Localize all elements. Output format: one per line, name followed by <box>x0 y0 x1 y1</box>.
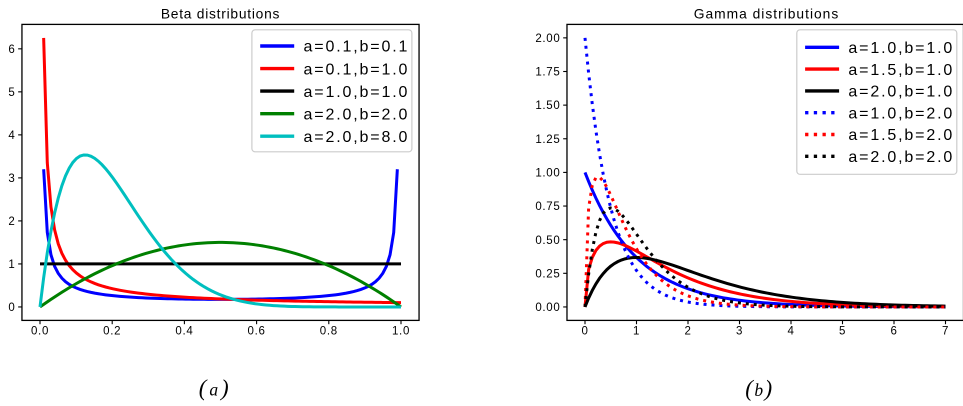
svg-text:4: 4 <box>787 326 794 338</box>
svg-text:5: 5 <box>839 326 846 338</box>
svg-text:6: 6 <box>890 326 897 338</box>
svg-text:2.00: 2.00 <box>535 33 560 45</box>
svg-text:4: 4 <box>8 130 15 142</box>
svg-text:a=1.0,b=1.0: a=1.0,b=1.0 <box>304 84 410 101</box>
svg-text:a=2.0,b=8.0: a=2.0,b=8.0 <box>304 129 410 146</box>
svg-text:0.0: 0.0 <box>31 326 49 338</box>
svg-text:0: 0 <box>8 302 15 314</box>
svg-text:3: 3 <box>8 173 15 185</box>
svg-text:0.8: 0.8 <box>320 326 338 338</box>
svg-text:1: 1 <box>633 326 640 338</box>
svg-text:2: 2 <box>8 216 15 228</box>
svg-text:Gamma distributions: Gamma distributions <box>694 7 840 22</box>
svg-text:a=2.0,b=1.0: a=2.0,b=1.0 <box>848 84 954 101</box>
svg-text:0.2: 0.2 <box>103 326 121 338</box>
svg-text:6: 6 <box>8 44 15 56</box>
svg-text:2: 2 <box>684 326 691 338</box>
svg-text:5: 5 <box>8 87 15 99</box>
svg-text:0: 0 <box>581 326 588 338</box>
svg-text:7: 7 <box>942 326 949 338</box>
svg-text:0.25: 0.25 <box>535 268 560 280</box>
svg-text:a=1.0,b=2.0: a=1.0,b=2.0 <box>848 105 954 122</box>
svg-text:1.25: 1.25 <box>535 134 560 146</box>
svg-text:a=2.0,b=2.0: a=2.0,b=2.0 <box>848 149 954 166</box>
svg-text:0.4: 0.4 <box>175 326 193 338</box>
svg-text:a=1.5,b=2.0: a=1.5,b=2.0 <box>848 127 954 144</box>
svg-text:a=1.5,b=1.0: a=1.5,b=1.0 <box>848 62 954 79</box>
svg-text:1: 1 <box>8 259 15 271</box>
svg-text:Beta distributions: Beta distributions <box>161 7 280 22</box>
svg-text:1.75: 1.75 <box>535 67 560 79</box>
svg-text:(b): (b) <box>745 376 772 401</box>
svg-text:1.00: 1.00 <box>535 168 560 180</box>
svg-text:(a): (a) <box>199 376 229 401</box>
svg-text:1.50: 1.50 <box>535 100 560 112</box>
svg-text:a=2.0,b=2.0: a=2.0,b=2.0 <box>304 106 410 123</box>
svg-text:a=0.1,b=0.1: a=0.1,b=0.1 <box>304 39 410 56</box>
svg-text:0.75: 0.75 <box>535 201 560 213</box>
svg-text:a=0.1,b=1.0: a=0.1,b=1.0 <box>304 61 410 78</box>
svg-text:a=1.0,b=1.0: a=1.0,b=1.0 <box>848 40 954 57</box>
svg-text:0.6: 0.6 <box>248 326 266 338</box>
svg-text:0.00: 0.00 <box>535 302 560 314</box>
svg-text:1.0: 1.0 <box>392 326 410 338</box>
svg-text:0.50: 0.50 <box>535 235 560 247</box>
svg-text:3: 3 <box>736 326 743 338</box>
